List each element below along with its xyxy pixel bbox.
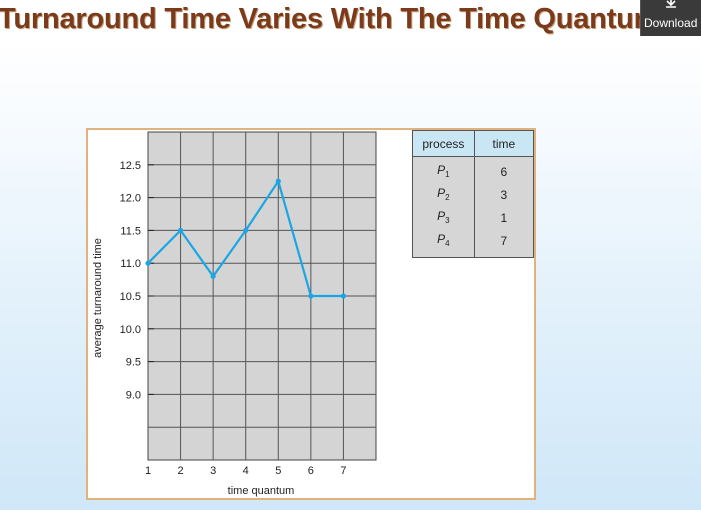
turnaround-chart: 9.0 9.5 10.0 10.5 11.0 11.5 12.0 12.5 1 2 3 4 5 6 7 av… [92,131,377,497]
x-tick-label: 5 [275,465,281,477]
download-label: Download [644,16,698,30]
data-point [340,293,347,299]
process-column-header: process [412,130,475,157]
data-point [308,293,314,299]
data-point [275,178,281,184]
process-table: process time P1 6 P2 3 P3 1 P4 7 [412,130,535,258]
process-time-cell: 7 [473,230,535,258]
y-tick-label: 10.5 [120,291,141,303]
data-point [177,227,184,233]
download-arrow-icon [666,0,676,8]
slide-title: Turnaround Time Varies With The Time Qua… [0,3,660,35]
x-axis-label: time quantum [228,485,295,497]
y-tick-label: 12.0 [120,193,141,205]
process-time-cell: 3 [473,184,535,207]
x-tick-label: 7 [340,465,346,477]
x-tick-label: 1 [145,465,151,477]
y-tick-label: 9.5 [126,357,141,369]
data-point [145,260,151,266]
data-point [243,227,249,233]
x-tick-label: 3 [210,465,216,477]
time-column-header: time [473,130,535,157]
y-axis-label: average turnaround time [92,238,104,358]
x-tick-label: 4 [243,465,249,477]
y-tick-label: 12.5 [120,160,141,172]
y-tick-label: 11.5 [120,225,141,237]
process-name-cell: P2 [412,184,475,207]
y-tick-label: 10.0 [120,324,141,336]
table-row: P1 6 [412,156,535,184]
download-button[interactable]: Download [640,0,701,36]
table-row: P2 3 [412,184,535,207]
figure-panel: 9.0 9.5 10.0 10.5 11.0 11.5 12.0 12.5 1 2 3 4 5 6 7 av… [86,128,536,500]
data-point [210,273,216,279]
y-tick-label: 11.0 [120,258,141,270]
x-tick-label: 2 [178,465,184,477]
process-name-cell: P3 [412,207,475,230]
y-tick-label: 9.0 [126,389,141,401]
table-row: P4 7 [412,230,535,258]
process-name-cell: P1 [412,156,475,184]
process-time-cell: 6 [473,156,535,184]
table-row: P3 1 [412,207,535,230]
process-name-cell: P4 [412,230,475,258]
process-time-cell: 1 [473,207,535,230]
x-tick-label: 6 [308,465,314,477]
